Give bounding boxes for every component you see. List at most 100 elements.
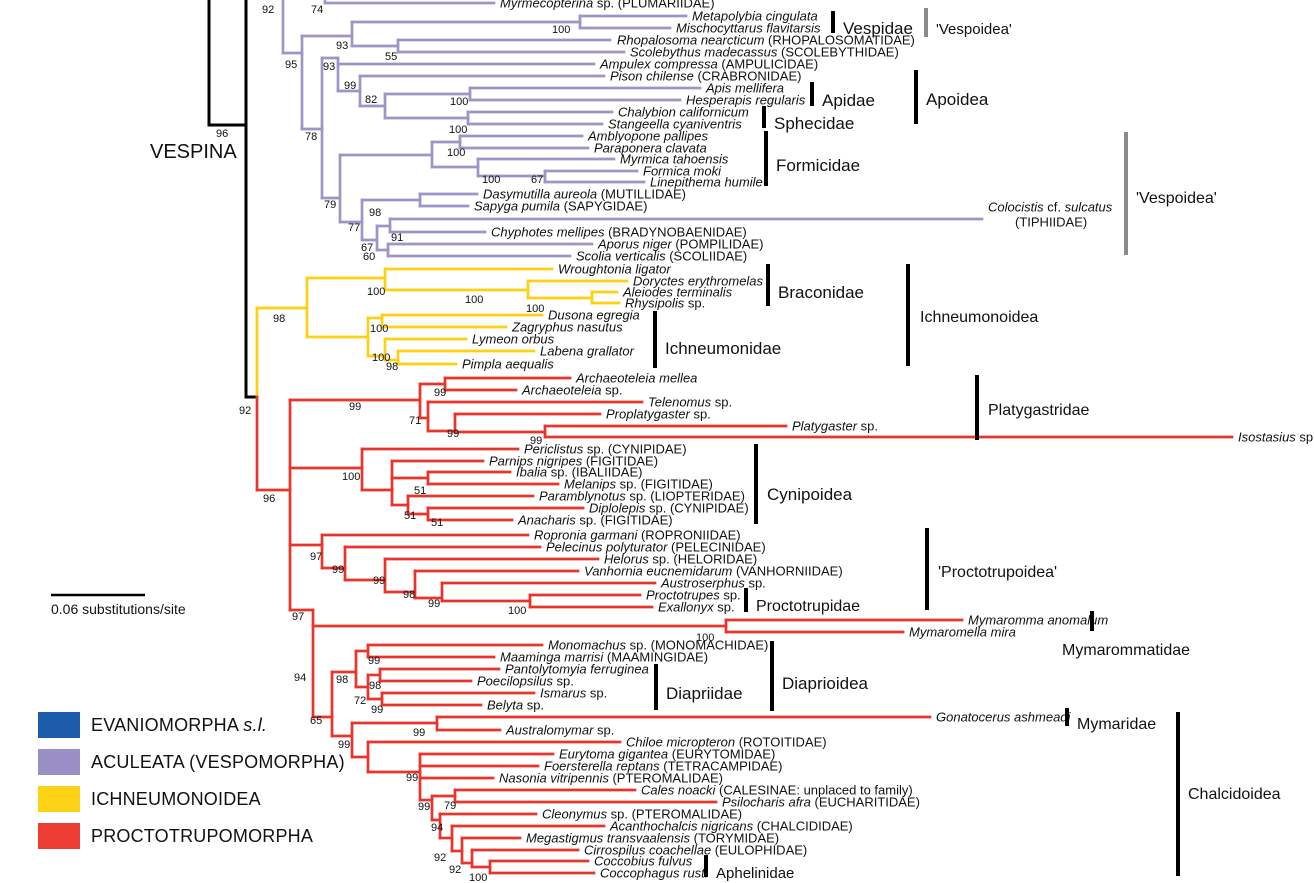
taxon-tip-label: Parnips nigripes (FIGITIDAE) [489,454,658,469]
support-value: 99 [338,739,350,751]
support-value: 100 [482,174,500,186]
support-value: 93 [336,40,348,52]
support-value: 98 [386,361,398,373]
taxon-tip-label: Cales noacki (CALESINAE: unplaced to fam… [641,783,913,798]
support-value: 74 [311,4,323,16]
taxon-tip-label: Wroughtonia ligator [558,262,671,277]
clade-label: Ichneumonidae [665,339,781,358]
clade-label: 'Proctotrupoidea' [938,564,1057,581]
taxon-tip-label: Hesperapis regularis [686,93,806,108]
support-value: 51 [414,485,426,497]
clade-label: Diaprioidea [782,674,869,693]
support-value: 94 [431,822,443,834]
support-value: 82 [365,94,377,106]
taxon-tip-label: Ropronia garmani (ROPRONIIDAE) [534,528,741,543]
legend-item-aculeata: ACULEATA (VESPOMORPHA) [38,749,345,775]
support-value: 100 [469,872,487,883]
taxon-tip-label: Pimpla aequalis [462,357,554,372]
support-value: 99 [373,575,385,587]
support-value: 92 [262,4,274,16]
taxon-tip-label: Periclistus sp. (CYNIPIDAE) [524,442,687,457]
taxon-tip-label: Maaminga marrisi (MAAMINGIDAE) [500,650,708,665]
taxon-tip-label: Helorus sp. (HELORIDAE) [604,552,757,567]
taxon-tip-label: Ibalia sp. (IBALIIDAE) [516,465,642,480]
support-value: 77 [348,222,360,234]
clade-label: 'Vespoidea' [1136,190,1217,207]
vespina-clade-label: VESPINA [150,141,237,163]
taxon-tip-label: Belyta sp. [487,698,544,713]
support-value: 95 [285,59,297,71]
support-value: 55 [385,51,397,63]
taxon-tip-label: Myrmecopterina sp. (PLUMARIIDAE) [500,0,715,11]
taxon-tip-label: Melanips sp. (FIGITIDAE) [564,477,713,492]
legend-item-evaniomorpha: EVANIOMORPHA s.l. [38,712,345,738]
support-value: 60 [363,251,375,263]
clade-label: Cynipoidea [767,485,853,504]
taxon-tip-label: (TIPHIIDAE) [1015,215,1087,230]
taxon-tip-label: Telenomus sp. [648,395,732,410]
taxon-tip-label: Rhopalosoma nearcticum (RHOPALOSOMATIDAE… [617,33,915,48]
taxon-tip-label: Zagryphus nasutus [511,320,623,335]
legend-item-ichneumonoidea: ICHNEUMONOIDEA [38,786,345,812]
legend-item-label: ICHNEUMONOIDEA [91,788,261,809]
taxon-tip-label: Ismarus sp. [540,686,607,701]
support-value: 51 [431,517,443,529]
taxon-tip-label: Dusona egregia [548,308,640,323]
support-value: 97 [292,611,304,623]
support-value: 99 [371,704,383,716]
support-value: 65 [310,715,322,727]
taxon-tip-label: Paramblynotus sp. (LIOPTERIDAE) [539,489,745,504]
support-value: 92 [449,864,461,876]
support-value: 99 [349,401,361,413]
support-value: 99 [428,598,440,610]
clade-label: Ichneumonoidea [920,309,1038,326]
taxon-tip-label: Pison chilense (CRABRONIDAE) [610,69,801,84]
support-value: 98 [369,680,381,692]
taxon-tip-label: Pantolytomyia ferruginea [505,662,649,677]
support-value: 100 [508,605,526,617]
support-value: 99 [406,772,418,784]
taxon-tip-label: Scolia verticalis (SCOLIIDAE) [576,249,747,264]
taxon-tip-label: Proplatygaster sp. [606,407,711,422]
support-value: 99 [413,727,425,739]
support-value: 100 [342,471,360,483]
support-value: 99 [332,564,344,576]
support-value: 79 [324,199,336,211]
taxon-tip-label: Doryctes erythromelas [633,274,764,289]
scale-bar-label: 0.06 substitutions/site [51,601,186,617]
taxon-tip-label: Aleiodes terminalis [622,285,733,300]
clade-label: Chalcidoidea [1188,786,1281,803]
support-value: 100 [465,294,483,306]
taxon-tip-label: Sapyga pumila (SAPYGIDAE) [474,199,647,214]
support-value: 100 [367,286,385,298]
support-value: 91 [391,232,403,244]
support-value: 94 [294,672,306,684]
taxon-tip-label: Paraponera clavata [594,141,707,156]
support-value: 96 [216,128,228,140]
proctotrupomorpha-color-swatch [38,823,80,849]
taxon-tip-label: Ampulex compressa (AMPULICIDAE) [599,57,818,72]
support-value: 98 [369,207,381,219]
taxon-tip-label: Metapolybia cingulata [692,9,818,24]
support-value: 100 [552,24,570,36]
taxon-tip-label: Archaeoteleia sp. [521,383,622,398]
support-value: 99 [344,80,356,92]
clade-label: Vespidae [843,19,913,38]
clade-label: Platygastridae [988,402,1089,419]
clade-label: 'Vespoidea' [936,21,1012,38]
taxon-tip-label: Gonatocerus ashmeadi [936,710,1072,725]
ichneumonoidea-color-swatch [38,786,80,812]
taxon-tip-label: Megastigmus transvaalensis (TORYMIDAE) [526,831,779,846]
taxon-tip-label: Vanhornia eucnemidarum (VANHORNIIDAE) [584,564,843,579]
taxon-tip-label: Rhysipolis sp. [625,296,705,311]
support-value: 99 [418,801,430,813]
legend-item-proctotrupomorpha: PROCTOTRUPOMORPHA [38,823,345,849]
taxon-tip-label: Chyphotes mellipes (BRADYNOBAENIDAE) [491,225,747,240]
legend-item-label: ACULEATA (VESPOMORPHA) [91,751,345,772]
taxon-tip-label: Formica moki [643,164,722,179]
taxon-tip-label: Chalybion californicum [618,105,749,120]
aculeata-color-swatch [38,749,80,775]
support-value: 98 [403,589,415,601]
support-value: 97 [310,551,322,563]
taxon-tip-label: Archaeoteleia mellea [575,371,697,386]
